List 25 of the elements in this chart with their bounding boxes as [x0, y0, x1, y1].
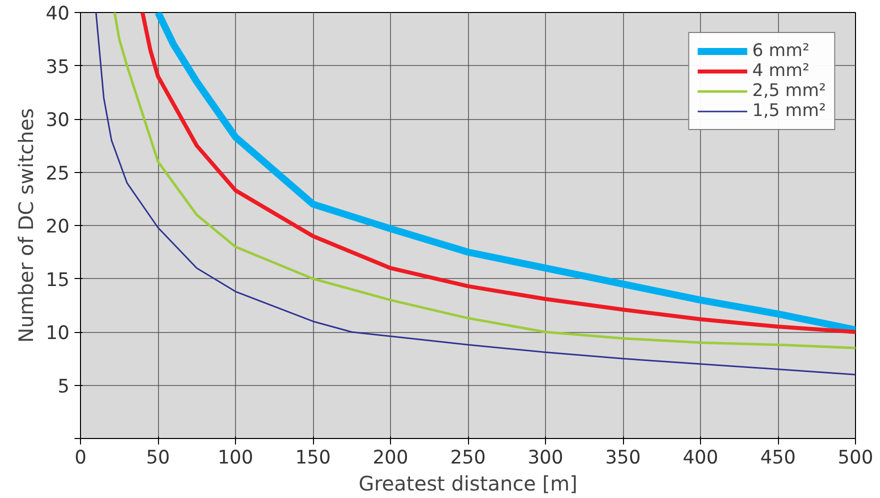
- legend-label: 1,5 mm²: [752, 101, 826, 121]
- x-tick-label: 100: [218, 448, 254, 468]
- x-tick-label: 50: [146, 448, 170, 468]
- y-tick-label: 10: [46, 323, 70, 344]
- x-axis-title: Greatest distance [m]: [358, 472, 578, 496]
- y-tick-label: 15: [46, 270, 70, 291]
- y-tick-label: 25: [46, 163, 70, 184]
- y-axis-title: Number of DC switches: [14, 108, 38, 343]
- y-tick-label: 5: [58, 376, 70, 398]
- x-tick-label: 250: [450, 448, 486, 468]
- y-tick-label: 20: [46, 216, 70, 238]
- legend-label: 6 mm²: [752, 41, 810, 61]
- y-tick-label: 35: [46, 56, 70, 78]
- x-tick-label: 350: [605, 448, 641, 468]
- y-tick-label: 40: [46, 4, 70, 24]
- x-tick-label: 200: [372, 448, 408, 468]
- x-tick-label: 500: [838, 448, 874, 468]
- legend-label: 4 mm²: [752, 61, 810, 81]
- y-tick-label: 30: [46, 110, 70, 131]
- x-tick-label: 0: [74, 448, 86, 468]
- x-tick-label: 450: [760, 448, 796, 468]
- legend-label: 2,5 mm²: [752, 81, 826, 101]
- x-tick-label: 150: [295, 448, 331, 468]
- x-tick-label: 400: [682, 448, 718, 468]
- x-tick-label: 300: [528, 448, 564, 468]
